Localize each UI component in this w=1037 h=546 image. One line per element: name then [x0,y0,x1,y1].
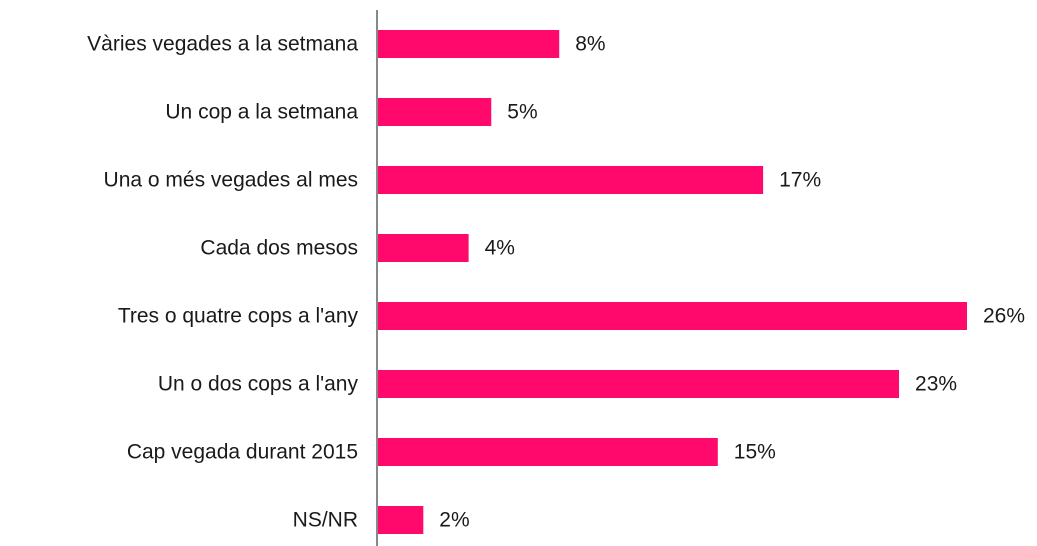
bar [378,166,764,194]
category-label: Un o dos cops a l'any [158,373,359,396]
category-label: Tres o quatre cops a l'any [118,305,359,328]
category-label: Cap vegada durant 2015 [127,441,358,464]
category-label: Una o més vegades al mes [104,169,358,192]
bar [378,98,492,126]
bar [378,234,469,262]
bar [378,438,718,466]
category-label: NS/NR [293,509,358,532]
category-label: Vàries vegades a la setmana [87,33,358,56]
value-label: 5% [507,101,537,124]
value-label: 4% [485,237,515,260]
value-label: 15% [734,441,776,464]
value-label: 23% [915,373,957,396]
category-label: Cada dos mesos [200,237,358,260]
bar [378,302,967,330]
bar [378,370,900,398]
bar [378,30,560,58]
value-label: 17% [779,169,821,192]
value-label: 26% [983,305,1025,328]
value-label: 8% [575,33,605,56]
bar [378,506,424,534]
category-label: Un cop a la setmana [165,101,358,124]
value-label: 2% [439,509,469,532]
